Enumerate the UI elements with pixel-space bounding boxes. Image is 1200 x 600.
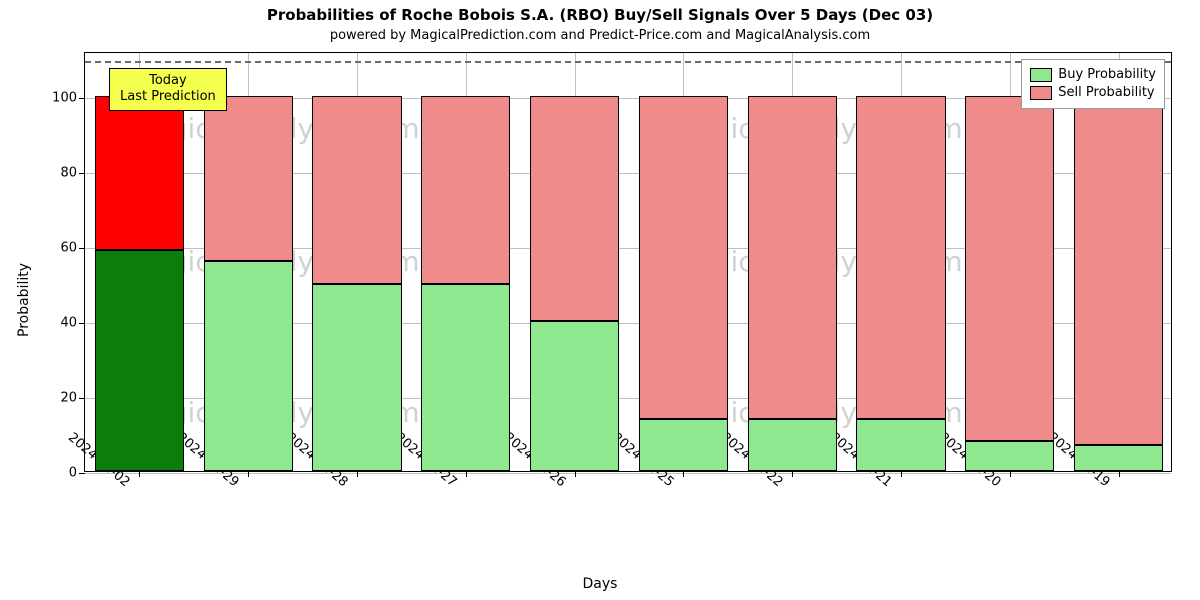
xtick-mark [139,471,140,477]
bar-sell [639,96,728,419]
today-callout-line1: Today [120,73,216,89]
legend-label-buy: Buy Probability [1058,66,1156,84]
ytick-label: 20 [60,391,85,406]
chart-title: Probabilities of Roche Bobois S.A. (RBO)… [0,6,1200,24]
bar-sell [530,96,619,321]
bar-group [1074,51,1163,471]
bar-sell [421,96,510,284]
bar-buy [748,419,837,472]
chart-subtitle: powered by MagicalPrediction.com and Pre… [0,28,1200,43]
bar-sell [748,96,837,419]
xtick-mark [683,471,684,477]
today-callout-line2: Last Prediction [120,89,216,105]
legend-row-sell: Sell Probability [1030,84,1156,102]
bar-buy [639,419,728,472]
bar-buy [965,441,1054,471]
bar-sell [1074,96,1163,445]
bar-group [748,51,837,471]
bar-group [856,51,945,471]
bar-group [530,51,619,471]
today-callout: TodayLast Prediction [109,68,227,111]
xtick-mark [357,471,358,477]
bar-sell [965,96,1054,441]
ytick-label: 40 [60,316,85,331]
xtick-mark [792,471,793,477]
xtick-mark [466,471,467,477]
bars-layer [85,53,1171,471]
legend: Buy ProbabilitySell Probability [1021,59,1165,109]
bar-buy [856,419,945,472]
y-axis-label: Probability [16,263,32,337]
bar-group [204,51,293,471]
xtick-mark [1119,471,1120,477]
bar-buy [312,284,401,472]
bar-group [312,51,401,471]
bar-group [95,51,184,471]
chart-container: Probabilities of Roche Bobois S.A. (RBO)… [0,0,1200,600]
bar-sell [856,96,945,419]
x-axis-label: Days [0,576,1200,592]
bar-group [639,51,728,471]
legend-swatch-buy [1030,68,1052,82]
ytick-label: 100 [52,91,85,106]
ytick-label: 80 [60,166,85,181]
plot-area: MagicalAnalysis.comMagicalAnalysis.comMa… [84,52,1172,472]
bar-group [421,51,510,471]
ytick-label: 60 [60,241,85,256]
legend-label-sell: Sell Probability [1058,84,1154,102]
xtick-mark [901,471,902,477]
xtick-mark [575,471,576,477]
bar-sell [312,96,401,284]
bar-buy [530,321,619,471]
bar-buy [95,250,184,471]
xtick-mark [1010,471,1011,477]
xtick-mark [248,471,249,477]
bar-buy [1074,445,1163,471]
bar-buy [421,284,510,472]
legend-row-buy: Buy Probability [1030,66,1156,84]
bar-buy [204,261,293,471]
bar-sell [95,96,184,250]
ytick-label: 0 [69,466,85,481]
bar-group [965,51,1054,471]
legend-swatch-sell [1030,86,1052,100]
bar-sell [204,96,293,261]
